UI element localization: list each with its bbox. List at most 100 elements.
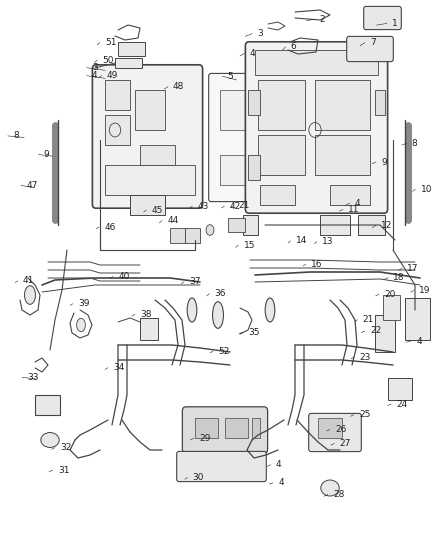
Ellipse shape — [265, 298, 275, 322]
Text: 42: 42 — [230, 202, 241, 211]
Bar — [315, 135, 370, 175]
Text: 8: 8 — [13, 132, 19, 140]
Ellipse shape — [321, 480, 339, 496]
Text: 5: 5 — [228, 72, 233, 80]
Text: 25: 25 — [359, 410, 371, 419]
Text: 30: 30 — [193, 473, 204, 482]
Bar — [243, 215, 258, 235]
Text: 41: 41 — [23, 277, 34, 285]
Text: 51: 51 — [105, 38, 117, 47]
Bar — [115, 58, 142, 68]
Bar — [252, 418, 260, 438]
Bar — [248, 90, 260, 115]
Bar — [375, 90, 385, 115]
Text: 12: 12 — [381, 221, 392, 230]
Text: 50: 50 — [102, 56, 114, 64]
Text: 4: 4 — [92, 71, 98, 80]
Text: 34: 34 — [113, 364, 124, 372]
Text: 21: 21 — [238, 201, 250, 210]
Bar — [225, 418, 248, 438]
Text: 31: 31 — [58, 466, 69, 474]
Text: 52: 52 — [218, 347, 230, 356]
Ellipse shape — [77, 318, 85, 332]
Text: 4: 4 — [278, 479, 284, 487]
Text: 24: 24 — [396, 400, 408, 408]
FancyBboxPatch shape — [182, 407, 268, 453]
Text: 33: 33 — [28, 373, 39, 382]
Text: 45: 45 — [152, 206, 163, 214]
Text: 37: 37 — [189, 278, 201, 286]
FancyBboxPatch shape — [208, 74, 291, 201]
Bar — [105, 115, 130, 145]
Bar — [140, 318, 158, 340]
Bar — [388, 378, 412, 400]
Text: 22: 22 — [370, 327, 381, 335]
Text: 6: 6 — [291, 43, 297, 51]
Text: 3: 3 — [92, 63, 98, 72]
Bar — [258, 135, 305, 175]
Text: 49: 49 — [107, 71, 118, 80]
Text: 1: 1 — [392, 19, 398, 28]
Text: 26: 26 — [335, 425, 346, 434]
Text: 13: 13 — [322, 238, 333, 246]
Bar — [330, 185, 370, 205]
Bar — [315, 80, 370, 130]
Text: 7: 7 — [370, 38, 376, 47]
FancyBboxPatch shape — [364, 6, 401, 30]
Bar — [248, 155, 260, 180]
Text: 4: 4 — [250, 49, 255, 58]
Bar — [258, 80, 305, 130]
Bar — [260, 185, 295, 205]
Text: 27: 27 — [339, 439, 351, 448]
Bar — [383, 295, 400, 320]
FancyBboxPatch shape — [92, 65, 203, 208]
Text: 16: 16 — [311, 260, 322, 269]
Bar — [255, 50, 378, 75]
Text: 2: 2 — [320, 15, 325, 23]
Bar — [220, 90, 275, 130]
Bar — [135, 90, 165, 130]
Text: 43: 43 — [198, 202, 209, 211]
Text: 17: 17 — [407, 264, 419, 272]
Bar — [140, 145, 175, 165]
Text: 29: 29 — [199, 434, 211, 442]
Bar — [130, 195, 165, 215]
Text: 20: 20 — [384, 290, 396, 298]
Bar — [35, 395, 60, 415]
FancyBboxPatch shape — [177, 451, 266, 482]
Ellipse shape — [206, 225, 214, 236]
Bar — [318, 418, 342, 438]
Text: 28: 28 — [333, 490, 344, 499]
Ellipse shape — [187, 298, 197, 322]
Text: 40: 40 — [118, 272, 130, 281]
Bar — [185, 228, 200, 243]
Text: 19: 19 — [419, 286, 431, 295]
Text: 39: 39 — [78, 300, 89, 308]
Text: 35: 35 — [248, 328, 259, 336]
Text: 9: 9 — [44, 150, 49, 159]
Text: 4: 4 — [276, 461, 282, 469]
Text: 18: 18 — [393, 273, 405, 282]
Text: 38: 38 — [140, 310, 152, 319]
Bar — [358, 215, 385, 235]
Bar — [118, 42, 145, 56]
Bar — [375, 315, 395, 352]
FancyBboxPatch shape — [347, 36, 393, 62]
Ellipse shape — [41, 433, 59, 448]
Text: 11: 11 — [348, 205, 360, 214]
Text: 14: 14 — [296, 237, 307, 245]
Bar — [105, 165, 195, 195]
Bar — [228, 218, 245, 232]
Bar — [170, 228, 185, 243]
Text: 4: 4 — [355, 199, 360, 207]
Bar — [195, 418, 218, 438]
Text: 9: 9 — [381, 158, 387, 166]
Text: 21: 21 — [363, 316, 374, 324]
Text: 48: 48 — [173, 83, 184, 91]
Bar — [105, 80, 130, 110]
Text: 4: 4 — [416, 337, 422, 345]
Bar — [405, 298, 430, 340]
Text: 36: 36 — [215, 289, 226, 298]
Text: 44: 44 — [167, 216, 179, 225]
Text: 23: 23 — [359, 353, 371, 361]
